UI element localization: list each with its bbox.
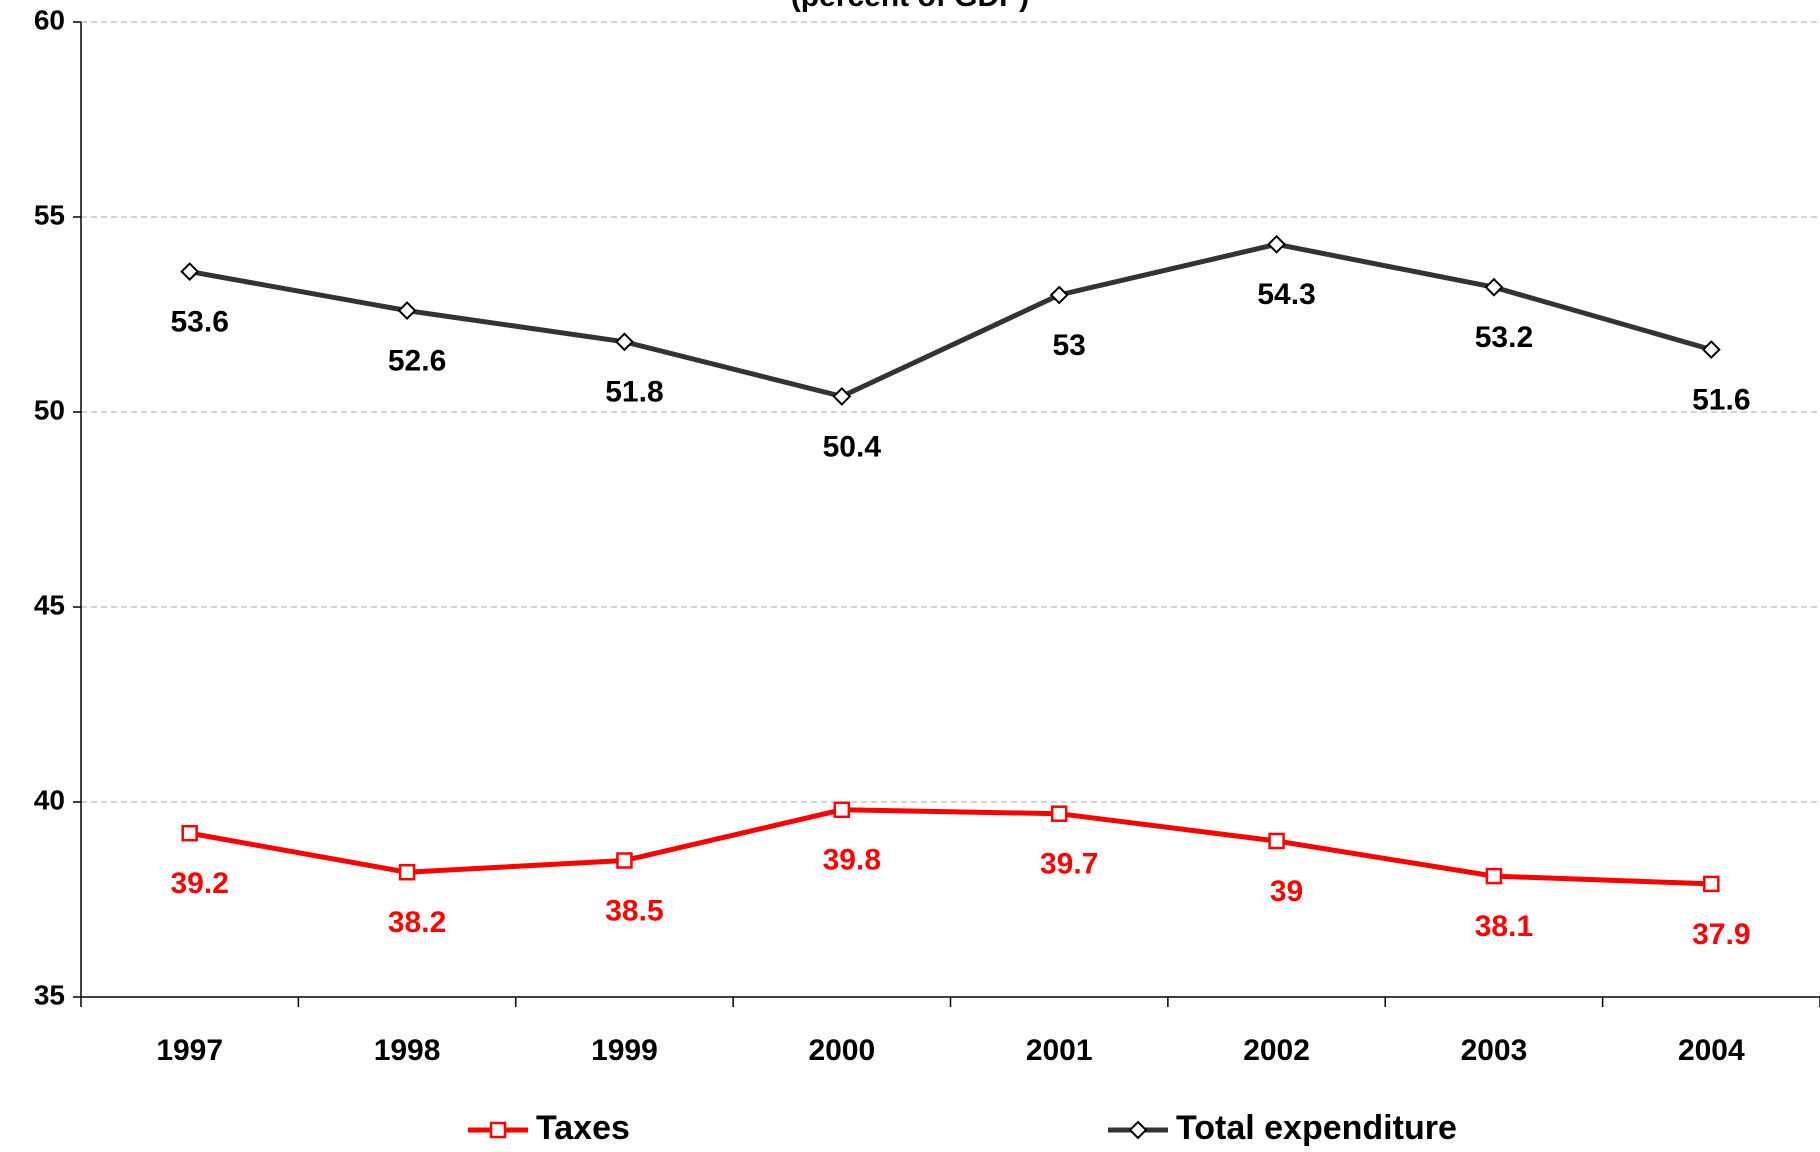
data-label: 39.7: [1040, 848, 1098, 881]
x-tick-label: 1999: [591, 1034, 658, 1067]
x-tick-label: 2002: [1243, 1034, 1310, 1067]
series-line: [189, 241, 1713, 400]
data-label: 52.6: [388, 345, 446, 378]
data-label: 54.3: [1257, 278, 1315, 311]
legend-marker: [489, 1121, 507, 1139]
legend-label: Total expenditure: [1176, 1109, 1457, 1147]
point: [1268, 832, 1285, 850]
x-tick-label: 2004: [1678, 1034, 1745, 1067]
x-tick-label: 2003: [1461, 1034, 1528, 1067]
data-label: 38.2: [388, 906, 446, 939]
y-tick-label: 55: [34, 199, 65, 230]
y-tick-label: 40: [34, 784, 65, 815]
point: [398, 863, 416, 881]
point: [180, 262, 200, 282]
data-label: 39.2: [170, 867, 228, 900]
y-tick-label: 60: [34, 4, 65, 35]
data-label: 51.8: [605, 376, 663, 409]
point: [1484, 277, 1504, 297]
data-label: 51.6: [1692, 384, 1750, 417]
data-label: 39.8: [823, 844, 881, 877]
data-label: 53: [1053, 329, 1086, 362]
point: [1267, 234, 1286, 254]
data-label: 37.9: [1692, 918, 1750, 951]
data-label: 39: [1270, 875, 1303, 908]
point: [832, 386, 852, 406]
point: [1701, 340, 1721, 360]
y-tick-label: 50: [34, 394, 65, 425]
point: [181, 824, 198, 842]
data-label: 53.6: [170, 306, 228, 339]
point: [833, 801, 851, 819]
data-label: 53.2: [1475, 321, 1533, 354]
point: [1049, 285, 1069, 305]
y-tick-label: 45: [34, 589, 65, 620]
point: [1703, 875, 1720, 893]
x-tick-label: 2001: [1026, 1034, 1093, 1067]
data-label: 38.1: [1475, 910, 1533, 943]
legend-label: Taxes: [536, 1109, 630, 1147]
x-tick-label: 1998: [374, 1034, 441, 1067]
point: [397, 301, 417, 321]
point: [1485, 867, 1503, 885]
x-tick-label: 2000: [808, 1034, 875, 1067]
data-label: 38.5: [605, 894, 663, 927]
x-tick-label: 1997: [156, 1034, 223, 1067]
point: [615, 332, 634, 352]
point: [616, 852, 633, 869]
point: [1050, 805, 1068, 822]
chart-title: (percent of GDP): [791, 0, 1029, 13]
y-tick-label: 35: [34, 979, 65, 1010]
data-label: 50.4: [823, 430, 882, 463]
series-line: [189, 807, 1712, 887]
legend-marker: [1128, 1120, 1148, 1140]
